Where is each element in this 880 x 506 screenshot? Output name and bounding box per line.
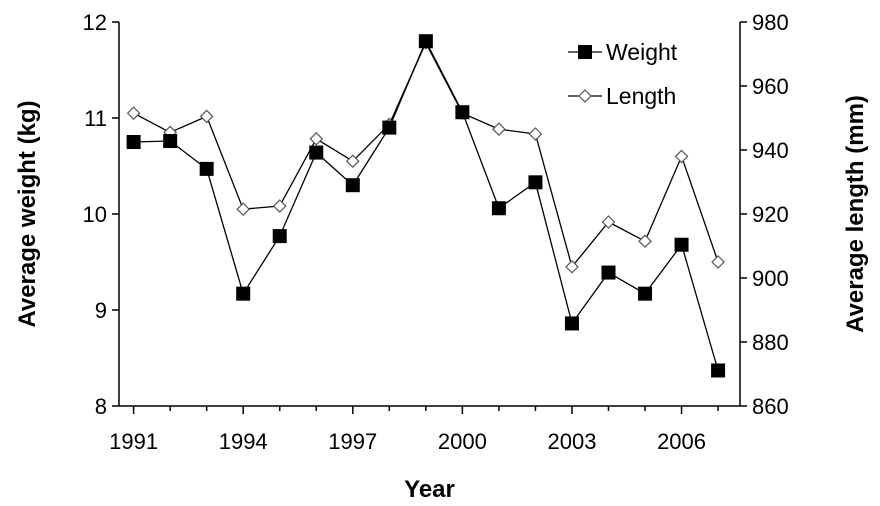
left-y-ticks: 8 9 10 11 12 (83, 10, 119, 419)
weight-point (564, 316, 579, 331)
legend-marker-length (578, 89, 592, 103)
right-y-tick-label: 940 (752, 138, 789, 163)
length-point (199, 109, 214, 124)
left-y-tick-label: 8 (95, 394, 107, 419)
x-ticks: 1991 1994 1997 2000 2003 2006 (109, 406, 719, 454)
x-tick-label: 2003 (547, 429, 596, 454)
legend-item-length: Length (568, 83, 676, 109)
length-point (674, 149, 689, 164)
series-line-length (133, 41, 719, 269)
axes (118, 22, 741, 407)
legend-label-length: Length (606, 83, 676, 109)
weight-point (272, 229, 287, 244)
weight-point (418, 34, 433, 49)
right-y-tick-label: 880 (752, 330, 789, 355)
length-point (236, 202, 251, 217)
left-y-tick-label: 11 (84, 106, 107, 131)
left-y-tick-label: 9 (95, 298, 107, 323)
weight-point (528, 175, 543, 190)
weight-point (345, 178, 360, 193)
weight-point (674, 237, 689, 252)
series-layer (126, 34, 726, 378)
weight-point (601, 265, 616, 280)
x-tick-label: 2006 (657, 429, 706, 454)
right-y-axis-title: Average length (mm) (842, 95, 869, 333)
series-weight (126, 34, 726, 378)
x-tick-label: 1997 (328, 429, 377, 454)
length-point (126, 106, 141, 121)
legend-item-weight: Weight (568, 39, 678, 65)
right-y-tick-label: 900 (752, 266, 789, 291)
length-point (345, 154, 360, 169)
length-point (492, 122, 506, 137)
legend-label-weight: Weight (606, 39, 678, 65)
length-point (528, 127, 543, 141)
weight-point (236, 286, 251, 301)
x-axis-title: Year (404, 476, 455, 503)
left-y-axis-title: Average weight (kg) (14, 100, 41, 327)
legend: Weight Length (568, 39, 678, 109)
weight-point (638, 286, 653, 301)
right-y-tick-label: 960 (752, 74, 789, 99)
length-point (309, 131, 324, 146)
length-point (272, 199, 287, 213)
right-y-tick-label: 920 (752, 202, 789, 227)
right-y-ticks: 860 880 900 920 940 960 980 (740, 10, 789, 419)
weight-point (309, 145, 324, 160)
weight-point (199, 161, 214, 176)
weight-point (491, 201, 506, 216)
length-point (711, 255, 725, 269)
x-tick-label: 2000 (438, 429, 487, 454)
length-point (565, 259, 579, 274)
weight-point (455, 105, 470, 120)
left-y-tick-label: 10 (83, 202, 107, 227)
right-y-tick-label: 980 (752, 10, 789, 35)
x-tick-label: 1994 (219, 429, 268, 454)
weight-point (382, 120, 397, 135)
length-point (638, 234, 652, 249)
length-point (601, 215, 616, 229)
weight-point (711, 363, 726, 378)
left-y-tick-label: 12 (83, 10, 107, 35)
legend-marker-weight (578, 45, 592, 59)
weight-point (126, 135, 141, 149)
x-tick-label: 1991 (109, 429, 158, 454)
series-length (126, 35, 725, 274)
weight-point (163, 134, 178, 149)
right-y-tick-label: 860 (752, 394, 789, 419)
